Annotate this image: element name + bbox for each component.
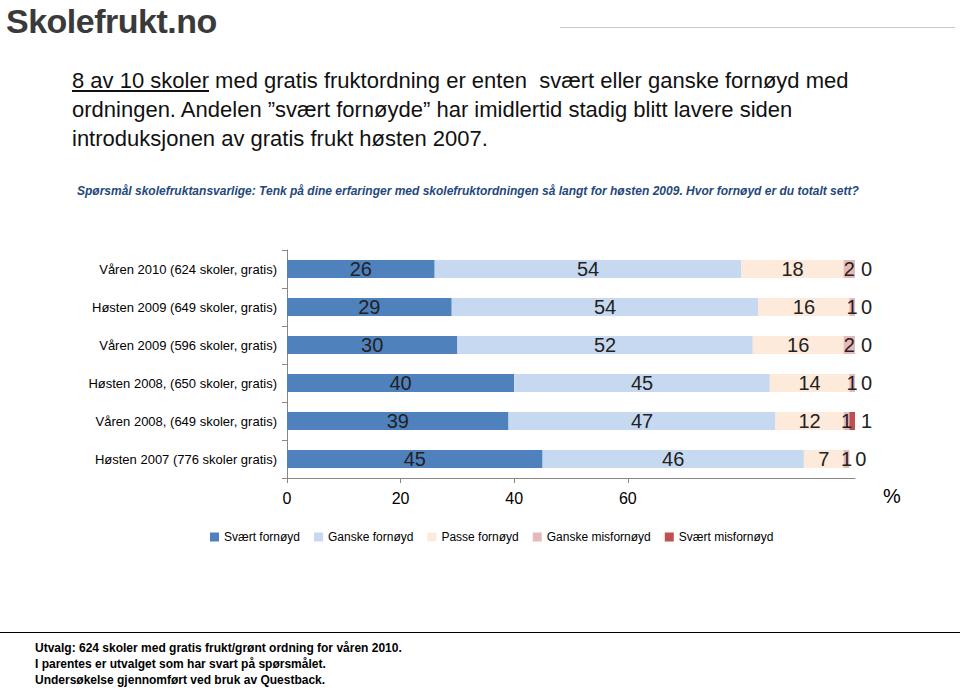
svg-text:1: 1	[847, 372, 858, 394]
html-text:I parentes er utvalget som har: I parentes er utvalget som har svart på …	[35, 657, 326, 671]
svg-text:30: 30	[361, 334, 383, 356]
svg-text:46: 46	[662, 448, 684, 470]
svg-text:60: 60	[619, 490, 637, 507]
svg-text:14: 14	[798, 372, 820, 394]
svg-text:0: 0	[855, 448, 866, 470]
svg-text:54: 54	[594, 296, 616, 318]
svg-text:Våren 2008, (649 skoler, grati: Våren 2008, (649 skoler, gratis)	[96, 414, 277, 429]
html-text:Undersøkelse gjennomført ved b: Undersøkelse gjennomført ved bruk av Que…	[35, 673, 326, 687]
svg-text:16: 16	[793, 296, 815, 318]
svg-text:0: 0	[283, 490, 292, 507]
svg-text:0: 0	[861, 372, 872, 394]
html-text:Skolefrukt.no: Skolefrukt.no	[6, 2, 217, 40]
svg-text:26: 26	[350, 258, 372, 280]
svg-text:0: 0	[861, 296, 872, 318]
svg-text:1: 1	[847, 296, 858, 318]
svg-text:12: 12	[798, 410, 820, 432]
svg-text:40: 40	[389, 372, 411, 394]
html-text:Utvalg: 624 skoler med gratis: Utvalg: 624 skoler med gratis frukt/grøn…	[35, 641, 402, 655]
svg-text:47: 47	[631, 410, 653, 432]
svg-text:Ganske fornøyd: Ganske fornøyd	[328, 530, 413, 544]
svg-text:45: 45	[631, 372, 653, 394]
svg-text:39: 39	[387, 410, 409, 432]
svg-text:Våren 2010 (624 skoler, gratis: Våren 2010 (624 skoler, gratis)	[99, 262, 277, 277]
html-text:ordningen. Andelen ”svært forn: ordningen. Andelen ”svært fornøyde” har …	[72, 97, 793, 122]
svg-text:1: 1	[841, 448, 852, 470]
svg-text:1: 1	[861, 410, 872, 432]
svg-text:0: 0	[861, 334, 872, 356]
svg-text:Høsten 2009 (649 skoler, grati: Høsten 2009 (649 skoler, gratis)	[92, 300, 277, 315]
svg-text:Våren 2009 (596 skoler, gratis: Våren 2009 (596 skoler, gratis)	[99, 338, 277, 353]
svg-text:2: 2	[844, 334, 855, 356]
svg-text:1: 1	[841, 410, 852, 432]
svg-text:52: 52	[594, 334, 616, 356]
svg-text:18: 18	[781, 258, 803, 280]
svg-text:54: 54	[577, 258, 599, 280]
html-text:introduksjonen av gratis frukt: introduksjonen av gratis frukt høsten 20…	[72, 126, 488, 151]
svg-text:29: 29	[358, 296, 380, 318]
svg-text:Høsten 2007 (776 skoler gratis: Høsten 2007 (776 skoler gratis)	[95, 452, 277, 467]
svg-text:0: 0	[861, 258, 872, 280]
svg-text:%: %	[883, 485, 901, 507]
svg-text:Svært misfornøyd: Svært misfornøyd	[679, 530, 774, 544]
svg-text:Svært fornøyd: Svært fornøyd	[224, 530, 300, 544]
svg-text:Ganske misfornøyd: Ganske misfornøyd	[547, 530, 651, 544]
svg-text:2: 2	[844, 258, 855, 280]
svg-text:16: 16	[787, 334, 809, 356]
html-text:8 av 10 skoler med gratis fruk: 8 av 10 skoler med gratis fruktordning e…	[72, 68, 849, 93]
svg-text:7: 7	[818, 448, 829, 470]
svg-text:Høsten 2008, (650 skoler, grat: Høsten 2008, (650 skoler, gratis)	[88, 376, 277, 391]
svg-text:20: 20	[392, 490, 410, 507]
svg-text:Passe fornøyd: Passe fornøyd	[441, 530, 518, 544]
svg-text:40: 40	[505, 490, 523, 507]
svg-text:45: 45	[404, 448, 426, 470]
svg-text:Spørsmål skolefruktansvarlige:: Spørsmål skolefruktansvarlige: Tenk på d…	[77, 184, 859, 198]
